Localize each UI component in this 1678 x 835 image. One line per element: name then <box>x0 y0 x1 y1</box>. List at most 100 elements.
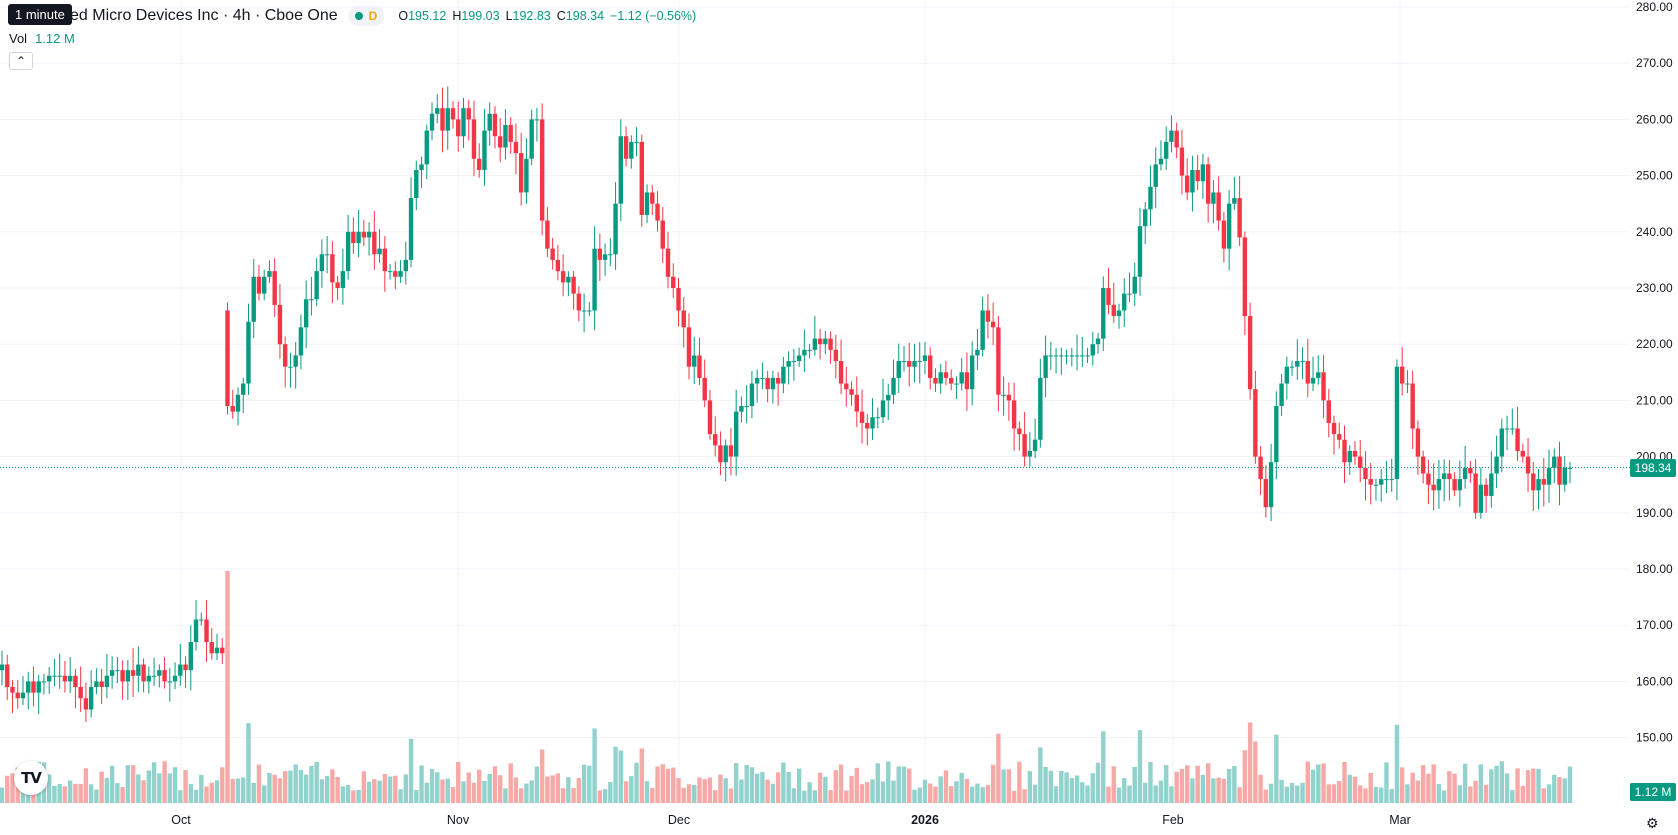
volume-bar <box>1373 786 1379 803</box>
candlesticks <box>0 86 1573 722</box>
candle-body <box>812 338 818 350</box>
volume-bar <box>702 779 707 803</box>
volume-bar <box>765 779 770 803</box>
candle-body <box>1074 355 1080 357</box>
volume-bar <box>1022 789 1027 803</box>
volume-bar <box>692 784 697 803</box>
candle-body <box>676 288 681 311</box>
candle-body <box>1562 467 1567 485</box>
volume-bar <box>676 778 681 803</box>
candle-body <box>429 113 435 131</box>
candle-body <box>251 276 256 322</box>
volume-bar <box>393 775 398 803</box>
volume-bar <box>1557 777 1562 803</box>
candle-body <box>1337 434 1342 440</box>
volume-bar <box>1436 784 1442 803</box>
volume-bar <box>886 761 891 803</box>
candle-body <box>94 681 99 688</box>
volume-bar <box>246 723 251 803</box>
volume-bar <box>52 785 57 803</box>
candle-body <box>1494 456 1499 474</box>
candle-body <box>10 687 15 693</box>
candle-body <box>487 113 492 131</box>
volume-bar <box>94 789 99 803</box>
candle-body <box>907 361 912 367</box>
market-status-pill[interactable]: D <box>347 6 385 26</box>
volume-bar <box>497 775 503 803</box>
volume-bar <box>1326 784 1331 803</box>
candle-body <box>665 248 671 277</box>
candle-body <box>387 271 393 273</box>
volume-bar <box>1247 722 1253 803</box>
volume-bar <box>1358 785 1363 803</box>
candle-body <box>377 248 382 255</box>
volume-bar <box>550 775 555 803</box>
time-axis[interactable]: Oct Nov Dec 2026 Feb Mar <box>171 813 1410 827</box>
candle-body <box>157 670 162 676</box>
candle-body <box>1347 450 1352 463</box>
candle-body <box>1242 237 1248 317</box>
volume-bar <box>78 783 83 803</box>
candle-body <box>1557 456 1562 485</box>
candle-body <box>613 203 618 255</box>
candle-body <box>849 389 854 395</box>
volume-bar <box>781 762 786 803</box>
volume-bar <box>1164 765 1169 803</box>
volume-bar <box>67 780 73 803</box>
time-tick-label: Mar <box>1389 813 1411 827</box>
volume-bar <box>1027 771 1033 803</box>
price-axis[interactable]: 280.00 270.00 260.00 250.00 240.00 230.00 220.… <box>1636 0 1673 745</box>
volume-bar <box>744 764 749 803</box>
volume-bar <box>1489 769 1494 803</box>
candle-body <box>1080 355 1085 357</box>
candle-body <box>1431 484 1436 491</box>
volume-bar <box>844 790 849 803</box>
candle-body <box>896 361 901 378</box>
symbol-title[interactable]: ced Micro Devices Inc · 4h · Cboe One <box>62 7 338 24</box>
volume-bar <box>508 763 513 803</box>
candle-body <box>372 231 377 255</box>
candle-body <box>1473 473 1478 513</box>
volume-bar <box>230 778 235 803</box>
volume-bar <box>1095 762 1101 803</box>
volume-bar <box>1426 773 1431 803</box>
candle-body <box>692 355 697 367</box>
volume-bar <box>214 780 220 803</box>
candle-body <box>1358 456 1363 468</box>
candle-body <box>1452 479 1457 491</box>
candle-body <box>566 276 571 283</box>
candle-body <box>933 377 938 384</box>
candle-body <box>555 259 561 272</box>
volume-bar <box>1310 769 1316 803</box>
candle-body <box>1331 422 1337 435</box>
candle-body <box>125 670 131 682</box>
chart-settings-button[interactable]: ⚙ <box>1646 816 1659 830</box>
candle-body <box>524 158 529 193</box>
candle-body <box>235 394 241 412</box>
candle-body <box>461 108 466 137</box>
volume-bar <box>1342 762 1347 803</box>
candle-body <box>62 675 68 682</box>
volume-bar <box>1462 763 1468 803</box>
candle-body <box>854 394 859 412</box>
tradingview-logo[interactable]: TV <box>14 761 48 795</box>
volume-bar <box>1237 787 1242 803</box>
candle-body <box>1095 338 1101 345</box>
volume-bar <box>1053 786 1059 803</box>
volume-bar <box>477 769 482 803</box>
collapse-legend-button[interactable]: ⌃ <box>9 52 33 70</box>
candle-body <box>345 231 351 272</box>
candle-body <box>697 355 702 378</box>
volume-bar <box>1038 747 1043 803</box>
volume-bar <box>1284 786 1290 803</box>
volume-bar <box>1515 768 1520 803</box>
candle-body <box>151 675 157 677</box>
volume-bar <box>1263 789 1269 803</box>
candle-body <box>225 310 230 407</box>
price-tick-label: 180.00 <box>1636 562 1673 576</box>
volume-bar <box>608 782 613 803</box>
volume-bar <box>377 780 382 803</box>
volume-bar <box>943 770 949 803</box>
volume-bar <box>1305 761 1310 803</box>
